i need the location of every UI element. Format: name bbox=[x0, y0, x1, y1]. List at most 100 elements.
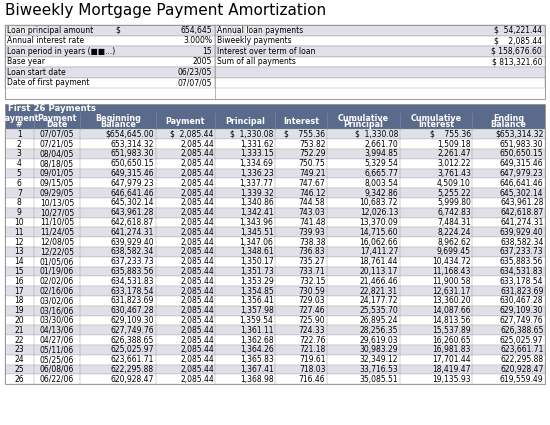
Text: 02/02/06: 02/02/06 bbox=[40, 277, 74, 286]
Text: 2,085.44: 2,085.44 bbox=[180, 198, 214, 207]
Text: 28,256.35: 28,256.35 bbox=[360, 326, 398, 335]
Text: 9: 9 bbox=[17, 208, 21, 217]
Text: 10,683.72: 10,683.72 bbox=[360, 198, 398, 207]
Text: 1,353.29: 1,353.29 bbox=[240, 277, 273, 286]
Text: 17: 17 bbox=[14, 286, 24, 295]
FancyBboxPatch shape bbox=[5, 168, 545, 178]
Text: Principal: Principal bbox=[225, 117, 265, 126]
Text: 729.03: 729.03 bbox=[299, 296, 326, 305]
Text: 642,618.87: 642,618.87 bbox=[111, 218, 154, 227]
Text: 2,085.44: 2,085.44 bbox=[180, 247, 214, 256]
Text: 743.03: 743.03 bbox=[299, 208, 326, 217]
FancyBboxPatch shape bbox=[215, 57, 545, 67]
Text: $654,645.00: $654,645.00 bbox=[106, 130, 154, 139]
Text: 633,178.54: 633,178.54 bbox=[500, 277, 543, 286]
Text: 629,109.30: 629,109.30 bbox=[500, 306, 543, 315]
Text: Balance: Balance bbox=[100, 120, 136, 129]
FancyBboxPatch shape bbox=[5, 129, 545, 139]
Text: 646,641.46: 646,641.46 bbox=[500, 178, 543, 188]
Text: 3,761.43: 3,761.43 bbox=[437, 169, 471, 178]
FancyBboxPatch shape bbox=[215, 25, 545, 36]
Text: 17,411.27: 17,411.27 bbox=[360, 247, 398, 256]
Text: 24,177.72: 24,177.72 bbox=[360, 296, 398, 305]
Text: 1,365.83: 1,365.83 bbox=[240, 355, 273, 364]
Text: 05/25/06: 05/25/06 bbox=[40, 355, 74, 364]
Text: 1,357.98: 1,357.98 bbox=[240, 306, 273, 315]
Text: 10/27/05: 10/27/05 bbox=[40, 208, 74, 217]
Text: 1,336.23: 1,336.23 bbox=[240, 169, 273, 178]
Text: 1,354.85: 1,354.85 bbox=[240, 286, 273, 295]
Text: 20: 20 bbox=[14, 316, 24, 325]
Text: 15,537.89: 15,537.89 bbox=[432, 326, 471, 335]
Text: 2,085.44: 2,085.44 bbox=[180, 345, 214, 354]
Text: 635,883.56: 635,883.56 bbox=[111, 267, 154, 276]
Text: Date: Date bbox=[46, 120, 68, 129]
Text: 639,929.40: 639,929.40 bbox=[500, 228, 543, 237]
Text: 727.46: 727.46 bbox=[299, 306, 326, 315]
FancyBboxPatch shape bbox=[5, 139, 545, 149]
Text: 625,025.97: 625,025.97 bbox=[500, 335, 543, 345]
Text: 1,367.41: 1,367.41 bbox=[240, 365, 273, 374]
Text: 10,434.72: 10,434.72 bbox=[432, 257, 471, 266]
Text: 10: 10 bbox=[14, 218, 24, 227]
Text: 631,823.69: 631,823.69 bbox=[111, 296, 154, 305]
FancyBboxPatch shape bbox=[215, 25, 545, 36]
Text: Payment: Payment bbox=[166, 117, 205, 126]
Text: 12/08/05: 12/08/05 bbox=[40, 238, 74, 246]
Text: 635,883.56: 635,883.56 bbox=[500, 257, 543, 266]
Text: 716.46: 716.46 bbox=[299, 375, 326, 384]
Text: 16,260.65: 16,260.65 bbox=[432, 335, 471, 345]
Text: 2: 2 bbox=[17, 139, 21, 148]
Text: 651,983.30: 651,983.30 bbox=[111, 149, 154, 158]
Text: 647,979.23: 647,979.23 bbox=[500, 169, 543, 178]
Text: 2,085.44: 2,085.44 bbox=[180, 296, 214, 305]
Text: 5: 5 bbox=[17, 169, 21, 178]
Text: 2,085.44: 2,085.44 bbox=[180, 355, 214, 364]
Text: 2,085.44: 2,085.44 bbox=[180, 375, 214, 384]
Text: 736.83: 736.83 bbox=[299, 247, 326, 256]
Text: 3: 3 bbox=[17, 149, 21, 158]
Text: 2,085.44: 2,085.44 bbox=[180, 335, 214, 345]
Text: 738.38: 738.38 bbox=[299, 238, 326, 246]
Text: Biweekly payments: Biweekly payments bbox=[217, 36, 292, 45]
FancyBboxPatch shape bbox=[5, 113, 545, 129]
Text: 19,135.93: 19,135.93 bbox=[432, 375, 471, 384]
Text: 654,645: 654,645 bbox=[180, 26, 212, 35]
Text: 15: 15 bbox=[14, 267, 24, 276]
Text: Cumulative: Cumulative bbox=[410, 114, 461, 123]
Text: Base year: Base year bbox=[7, 57, 45, 66]
Text: Key Figures: Key Figures bbox=[218, 26, 276, 35]
Text: 2,085.44: 2,085.44 bbox=[180, 365, 214, 374]
Text: 733.71: 733.71 bbox=[299, 267, 326, 276]
Text: 2,085.44: 2,085.44 bbox=[180, 208, 214, 217]
Text: 8,962.62: 8,962.62 bbox=[437, 238, 471, 246]
FancyBboxPatch shape bbox=[5, 46, 215, 57]
Text: 651,983.30: 651,983.30 bbox=[500, 139, 543, 148]
Text: 722.76: 722.76 bbox=[299, 335, 326, 345]
Text: Loan start date: Loan start date bbox=[7, 68, 66, 77]
Text: 735.27: 735.27 bbox=[299, 257, 326, 266]
FancyBboxPatch shape bbox=[5, 365, 545, 374]
Text: 724.33: 724.33 bbox=[299, 326, 326, 335]
Text: 2,085.44: 2,085.44 bbox=[180, 326, 214, 335]
Text: 21,466.46: 21,466.46 bbox=[360, 277, 398, 286]
Text: $  2,085.44: $ 2,085.44 bbox=[170, 130, 214, 139]
FancyBboxPatch shape bbox=[5, 374, 545, 384]
Text: 746.12: 746.12 bbox=[299, 189, 326, 198]
FancyBboxPatch shape bbox=[5, 315, 545, 325]
Text: 650,650.15: 650,650.15 bbox=[500, 149, 543, 158]
Text: 2,085.44: 2,085.44 bbox=[180, 218, 214, 227]
Text: 753.82: 753.82 bbox=[299, 139, 326, 148]
Text: $ 813,321.60: $ 813,321.60 bbox=[492, 57, 542, 66]
Text: 04/27/06: 04/27/06 bbox=[40, 335, 74, 345]
Text: Principal: Principal bbox=[343, 120, 383, 129]
Text: 11,168.43: 11,168.43 bbox=[432, 267, 471, 276]
Text: 638,582.34: 638,582.34 bbox=[111, 247, 154, 256]
FancyBboxPatch shape bbox=[5, 25, 215, 36]
Text: 649,315.46: 649,315.46 bbox=[111, 169, 154, 178]
Text: 719.61: 719.61 bbox=[299, 355, 326, 364]
Text: 750.75: 750.75 bbox=[299, 159, 326, 168]
Text: 02/16/06: 02/16/06 bbox=[40, 286, 74, 295]
Text: 752.29: 752.29 bbox=[299, 149, 326, 158]
Text: 33,716.53: 33,716.53 bbox=[359, 365, 398, 374]
